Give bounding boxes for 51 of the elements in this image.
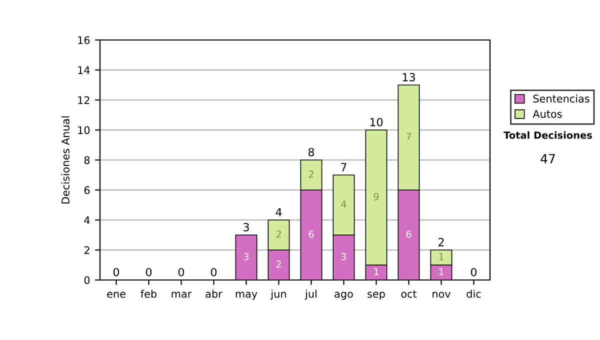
total-label: 13: [402, 72, 415, 82]
data-label: 6: [406, 230, 412, 238]
y-tick-label: 0: [84, 276, 90, 284]
x-tick-label: sep: [368, 292, 385, 300]
x-tick-label: dic: [466, 290, 481, 298]
data-label: 2: [276, 230, 281, 238]
legend-label: Sentencias: [533, 94, 590, 103]
y-axis-title: Decisiones Anual: [61, 116, 70, 204]
x-tick-label: nov: [432, 292, 451, 298]
y-tick-label: 16: [78, 36, 90, 44]
y-tick-label: 10: [78, 126, 90, 134]
data-label: 3: [341, 252, 346, 260]
data-label: 2: [308, 170, 314, 178]
legend-label: Autos: [532, 110, 562, 118]
total-label: 0: [113, 268, 120, 276]
x-tick-label: ene: [107, 292, 126, 298]
text: 47: [540, 154, 555, 164]
data-label: 9: [374, 192, 379, 200]
y-tick-label: 2: [84, 246, 90, 254]
text: Total Decisiones: [504, 131, 592, 139]
total-label: 0: [470, 268, 477, 276]
total-label: 10: [370, 118, 383, 126]
total-label: 7: [341, 163, 346, 172]
total-label: 0: [210, 268, 217, 276]
x-tick-label: jun: [270, 290, 286, 300]
x-tick-label: may: [236, 292, 258, 300]
total-label: 3: [244, 222, 249, 232]
total-label: 4: [276, 208, 282, 216]
x-tick-label: abr: [206, 290, 222, 298]
data-label: 7: [406, 133, 412, 140]
y-tick-label: 12: [78, 96, 90, 104]
y-tick-label: 4: [84, 216, 90, 224]
x-tick-label: feb: [140, 290, 157, 298]
data-label: 6: [308, 230, 314, 238]
total-label: 2: [438, 238, 444, 246]
data-label: 4: [341, 200, 346, 208]
data-label: 3: [244, 252, 249, 260]
y-tick-label: 8: [84, 156, 90, 164]
total-label: 8: [308, 148, 314, 156]
x-tick-label: jul: [304, 290, 316, 300]
x-tick-label: ago: [334, 292, 353, 300]
y-tick-label: 14: [78, 66, 90, 74]
data-label: 1: [439, 253, 444, 260]
y-tick-label: 6: [84, 186, 90, 194]
total-label: 0: [178, 268, 184, 276]
x-tick-label: oct: [401, 290, 417, 298]
total-label: 0: [146, 268, 152, 276]
data-label: 1: [374, 268, 378, 276]
data-label: 1: [439, 268, 444, 276]
x-tick-label: mar: [172, 292, 192, 298]
data-label: 2: [276, 260, 281, 268]
